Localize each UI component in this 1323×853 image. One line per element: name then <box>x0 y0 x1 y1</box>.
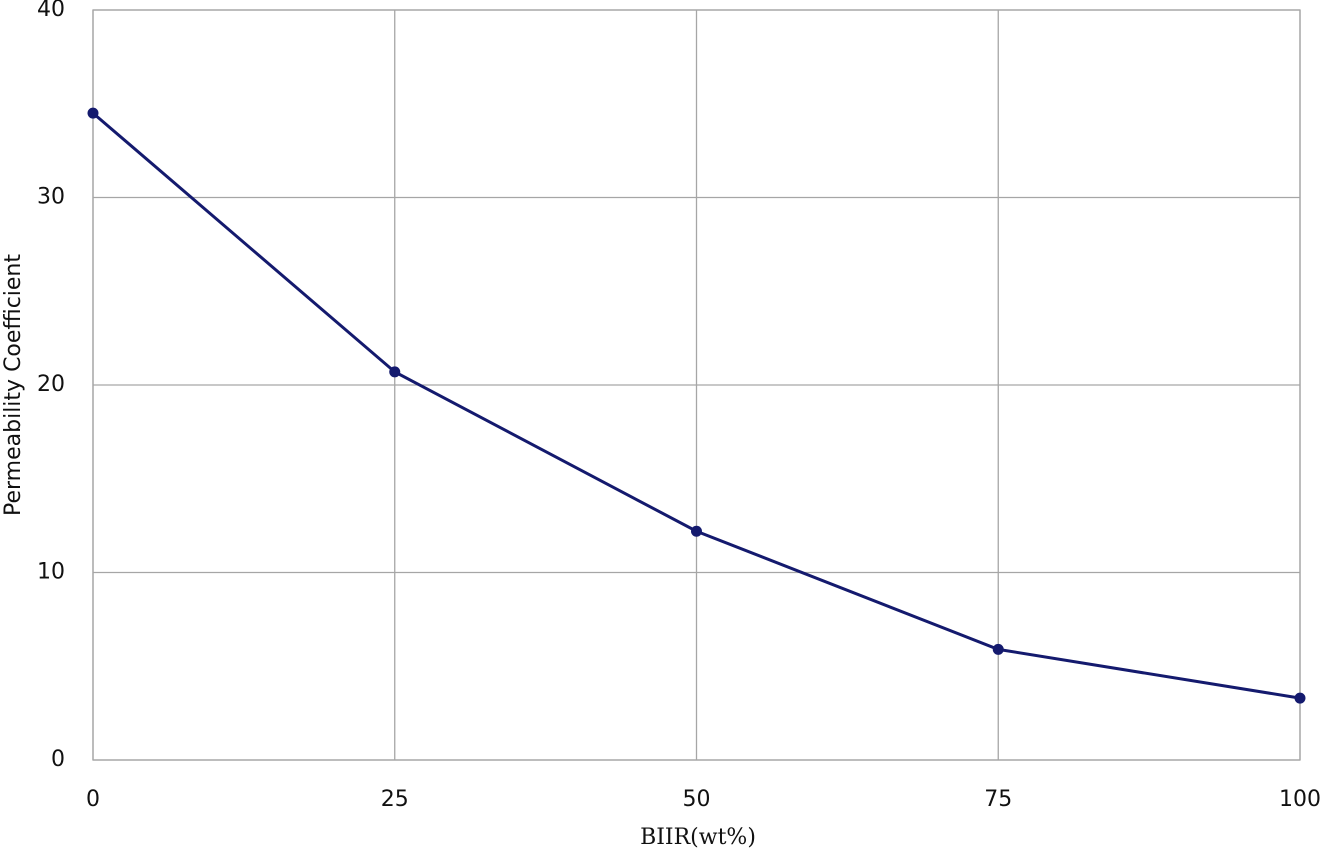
data-point <box>87 107 99 119</box>
data-point <box>389 366 401 378</box>
data-point <box>992 643 1004 655</box>
x-tick-label: 100 <box>1279 787 1321 812</box>
y-tick-label: 0 <box>51 747 65 772</box>
x-tick-label: 50 <box>683 787 711 812</box>
y-tick-label: 10 <box>37 560 65 585</box>
x-tick-label: 75 <box>984 787 1012 812</box>
plot-border <box>92 9 1301 761</box>
y-tick-label: 20 <box>37 372 65 397</box>
y-tick-label: 30 <box>37 185 65 210</box>
x-tick-label: 25 <box>381 787 409 812</box>
data-point <box>1294 692 1306 704</box>
x-axis-label: BIIR(wt%) <box>640 825 756 850</box>
y-axis-label: Permeability Coefficient <box>1 254 26 516</box>
x-tick-label: 0 <box>86 787 100 812</box>
data-point <box>691 525 702 537</box>
y-tick-label: 40 <box>37 0 65 22</box>
